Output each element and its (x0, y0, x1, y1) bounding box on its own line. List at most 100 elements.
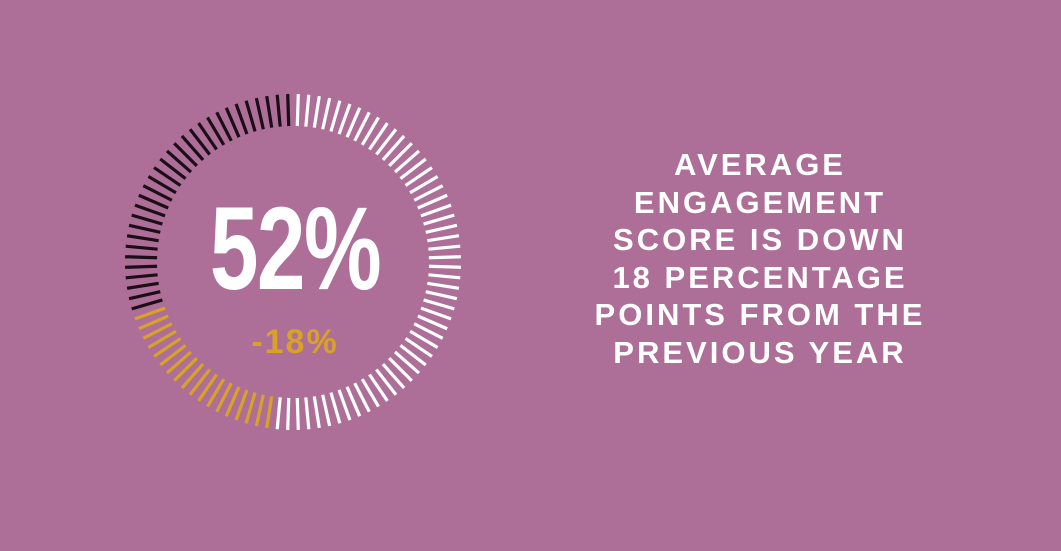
gauge-tick-current (423, 213, 455, 226)
gauge-tick-decline (134, 306, 166, 321)
gauge-tick-current (428, 273, 461, 280)
gauge-tick-current (353, 382, 371, 413)
gauge-tick-current (428, 255, 461, 260)
gauge-tick-current (304, 94, 311, 127)
gauge-tick-remainder (197, 122, 218, 151)
gauge-tick-current (393, 350, 421, 375)
gauge-tick-decline (188, 368, 211, 396)
gauge-tick-current (312, 396, 321, 429)
gauge-tick-current (404, 337, 433, 358)
gauge-tick-current (399, 157, 427, 180)
gauge-tick-remainder (147, 175, 177, 195)
gauge-tick-current (417, 314, 448, 331)
gauge-tick-current (413, 184, 444, 202)
gauge-tick-current (368, 122, 389, 151)
gauge-tick-decline (254, 394, 265, 427)
gauge-tick-current (295, 94, 300, 127)
gauge-tick-current (353, 111, 371, 142)
engagement-statement: AVERAGE ENGAGEMENT SCORE IS DOWN 18 PERC… (560, 146, 960, 371)
gauge-tick-current (337, 389, 352, 421)
gauge-tick-current (360, 116, 380, 146)
gauge-tick-current (425, 223, 458, 234)
gauge-tick-decline (159, 344, 187, 367)
gauge-tick-remainder (125, 255, 158, 260)
gauge-tick-decline (244, 392, 257, 424)
gauge-tick-remainder (128, 223, 161, 234)
gauge-tick-current (425, 290, 458, 301)
gauge-tick-decline (265, 396, 274, 429)
gauge-tick-current (275, 397, 282, 430)
gauge-tick-current (381, 362, 406, 390)
gauge-tick-decline (234, 389, 249, 421)
gauge-tick-decline (147, 329, 177, 349)
gauge-tick-current (417, 193, 448, 210)
statement-line: AVERAGE (673, 147, 846, 182)
gauge-tick-current (337, 103, 352, 135)
gauge-tick-remainder (180, 134, 205, 162)
gauge-tick-current (409, 329, 439, 349)
gauge-tick-current (360, 378, 380, 408)
gauge-tick-current (420, 203, 452, 218)
gauge-tick-decline (224, 386, 241, 417)
gauge-tick-current (427, 281, 460, 290)
gauge-tick-current (368, 373, 389, 402)
gauge-tick-remainder (134, 203, 166, 218)
gauge-tick-decline (206, 378, 226, 408)
statement-line: ENGAGEMENT (633, 184, 887, 220)
gauge-tick-current (295, 397, 300, 430)
gauge-tick-current (399, 344, 427, 367)
gauge-tick-remainder (153, 166, 182, 187)
statement-line: 18 PERCENTAGE (612, 259, 908, 295)
gauge-tick-current (381, 134, 406, 162)
gauge-tick-decline (153, 337, 182, 358)
gauge-tick-remainder (126, 281, 159, 290)
gauge-tick-current (286, 397, 291, 430)
gauge-tick-remainder (224, 107, 241, 138)
gauge-tick-current (312, 95, 321, 128)
gauge-tick-current (428, 244, 461, 251)
gauge-tick-remainder (126, 234, 159, 243)
statement-line: PREVIOUS YEAR (613, 334, 907, 370)
statement-line: SCORE IS DOWN (613, 222, 907, 257)
gauge-tick-current (404, 166, 433, 187)
gauge-tick-remainder (125, 273, 158, 280)
gauge-tick-decline (197, 373, 218, 402)
gauge-tick-current (321, 394, 332, 427)
gauge-tick-decline (165, 350, 193, 375)
gauge-tick-current (329, 392, 342, 424)
gauge-tick-decline (180, 362, 205, 390)
gauge-tick-remainder (234, 103, 249, 135)
gauge-tick-current (375, 368, 398, 396)
engagement-score-value: 52% (209, 183, 382, 315)
gauge-tick-current (427, 234, 460, 243)
gauge-tick-remainder (125, 264, 158, 269)
gauge-tick-remainder (138, 193, 169, 210)
gauge-tick-decline (142, 322, 173, 340)
gauge-tick-remainder (286, 94, 291, 127)
gauge-tick-current (375, 128, 398, 156)
gauge-tick-current (420, 306, 452, 321)
gauge-tick-remainder (125, 244, 158, 251)
gauge-tick-current (413, 322, 444, 340)
gauge-tick-current (321, 97, 332, 130)
gauge-tick-current (388, 142, 413, 167)
gauge-tick-current (304, 397, 311, 430)
gauge-tick-current (329, 100, 342, 132)
gauge-tick-remainder (131, 213, 163, 226)
gauge-tick-remainder (142, 184, 173, 202)
gauge-tick-remainder (131, 298, 163, 311)
statement-line: POINTS FROM THE (594, 297, 926, 332)
gauge-tick-remainder (265, 95, 274, 128)
gauge-tick-remainder (215, 111, 233, 142)
gauge-tick-current (393, 149, 421, 174)
gauge-tick-remainder (173, 142, 198, 167)
gauge-tick-current (409, 175, 439, 195)
gauge-tick-decline (215, 382, 233, 413)
gauge-tick-current (345, 107, 362, 138)
gauge-tick-current (388, 357, 413, 382)
gauge-tick-remainder (159, 157, 187, 180)
gauge-tick-current (423, 298, 455, 311)
gauge-tick-remainder (275, 94, 282, 127)
